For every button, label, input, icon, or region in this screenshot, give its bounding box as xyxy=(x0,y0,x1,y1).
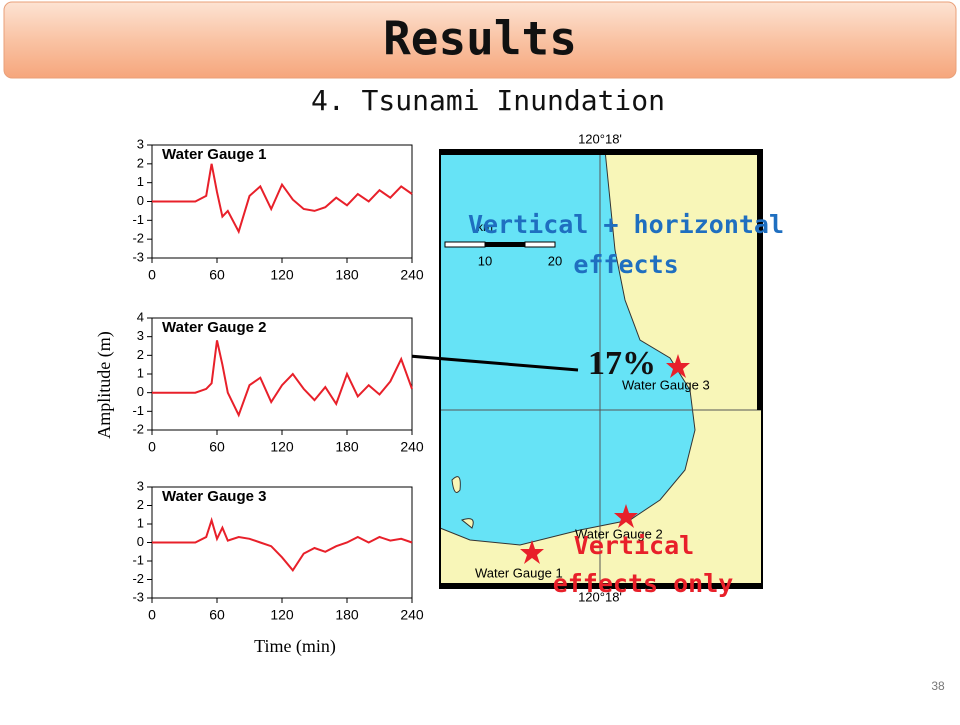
y-tick-label: 3 xyxy=(137,136,144,151)
y-tick-label: -1 xyxy=(132,403,144,418)
y-tick-label: -3 xyxy=(132,249,144,264)
x-tick-label: 0 xyxy=(148,439,156,455)
annotation-blue: Vertical + horizontal xyxy=(468,210,784,239)
islets xyxy=(451,476,474,529)
x-tick-label: 0 xyxy=(148,267,156,283)
gauge-label: Water Gauge 3 xyxy=(622,377,710,392)
y-tick-label: 0 xyxy=(137,193,144,208)
y-tick-label: -2 xyxy=(132,231,144,246)
y-tick-label: 2 xyxy=(137,347,144,362)
panel-title: Water Gauge 3 xyxy=(162,488,266,505)
y-tick-label: 0 xyxy=(137,534,144,549)
x-tick-label: 240 xyxy=(400,607,424,623)
x-tick-label: 180 xyxy=(335,439,359,455)
x-tick-label: 0 xyxy=(148,607,156,623)
gauge-label: Water Gauge 1 xyxy=(475,565,563,580)
y-tick-label: 2 xyxy=(137,497,144,512)
x-axis-label: Time (min) xyxy=(254,636,336,657)
frame-bottom xyxy=(440,583,762,588)
y-tick-label: 3 xyxy=(137,328,144,343)
page-number: 38 xyxy=(931,679,945,693)
y-tick-label: -2 xyxy=(132,421,144,436)
y-tick-label: -1 xyxy=(132,552,144,567)
x-tick-label: 60 xyxy=(209,439,225,455)
x-tick-label: 180 xyxy=(335,607,359,623)
series-line xyxy=(152,340,413,418)
y-tick-label: -2 xyxy=(132,571,144,586)
series-line xyxy=(152,163,413,235)
y-tick-label: -3 xyxy=(132,589,144,604)
sea xyxy=(439,149,696,546)
scale-unit: km xyxy=(477,220,493,234)
plot-frame xyxy=(151,317,413,431)
y-tick-label: 1 xyxy=(137,365,144,380)
scale-label: 10 xyxy=(478,253,492,268)
annotation-red: effects only xyxy=(553,569,734,598)
slide-title: Results xyxy=(383,12,577,66)
gauge-star xyxy=(520,540,544,564)
x-tick-label: 60 xyxy=(209,267,225,283)
x-tick-label: 120 xyxy=(270,439,294,455)
scale-bar xyxy=(444,241,486,248)
scale-bar xyxy=(485,242,525,247)
y-tick-label: 1 xyxy=(137,174,144,189)
x-tick-label: 240 xyxy=(400,439,424,455)
series-line xyxy=(152,516,413,572)
x-tick-label: 120 xyxy=(270,267,294,283)
x-tick-label: 120 xyxy=(270,607,294,623)
annotation-red: Vertical xyxy=(574,531,694,560)
y-tick-label: 4 xyxy=(137,309,144,324)
x-tick-label: 240 xyxy=(400,267,424,283)
header-banner xyxy=(3,1,957,79)
lon-label: 120°18' xyxy=(578,131,622,146)
annotation-blue: effects xyxy=(573,250,678,279)
y-tick-label: 3 xyxy=(137,478,144,493)
y-tick-label: 2 xyxy=(137,155,144,170)
lon-label: 120°18' xyxy=(578,589,622,604)
gauge-label: Water Gauge 2 xyxy=(575,526,663,541)
gauge-star xyxy=(666,354,690,378)
frame-right xyxy=(757,150,763,410)
x-tick-label: 60 xyxy=(209,607,225,623)
subtitle: 4. Tsunami Inundation xyxy=(311,84,665,117)
gauge-star xyxy=(614,504,638,528)
y-axis-label: Amplitude (m) xyxy=(94,331,115,438)
x-tick-label: 180 xyxy=(335,267,359,283)
y-tick-label: -1 xyxy=(132,212,144,227)
percent-label: 17% xyxy=(588,345,656,382)
scale-bar xyxy=(524,241,556,248)
scale-label: 20 xyxy=(548,253,562,268)
panel-title: Water Gauge 2 xyxy=(162,319,266,336)
y-tick-label: 0 xyxy=(137,384,144,399)
y-tick-label: 1 xyxy=(137,515,144,530)
frame-top xyxy=(440,150,762,155)
panel-title: Water Gauge 1 xyxy=(162,146,266,163)
map: 120°18' 120°18' km 10 20 Water Gauge 1 W… xyxy=(439,131,763,604)
